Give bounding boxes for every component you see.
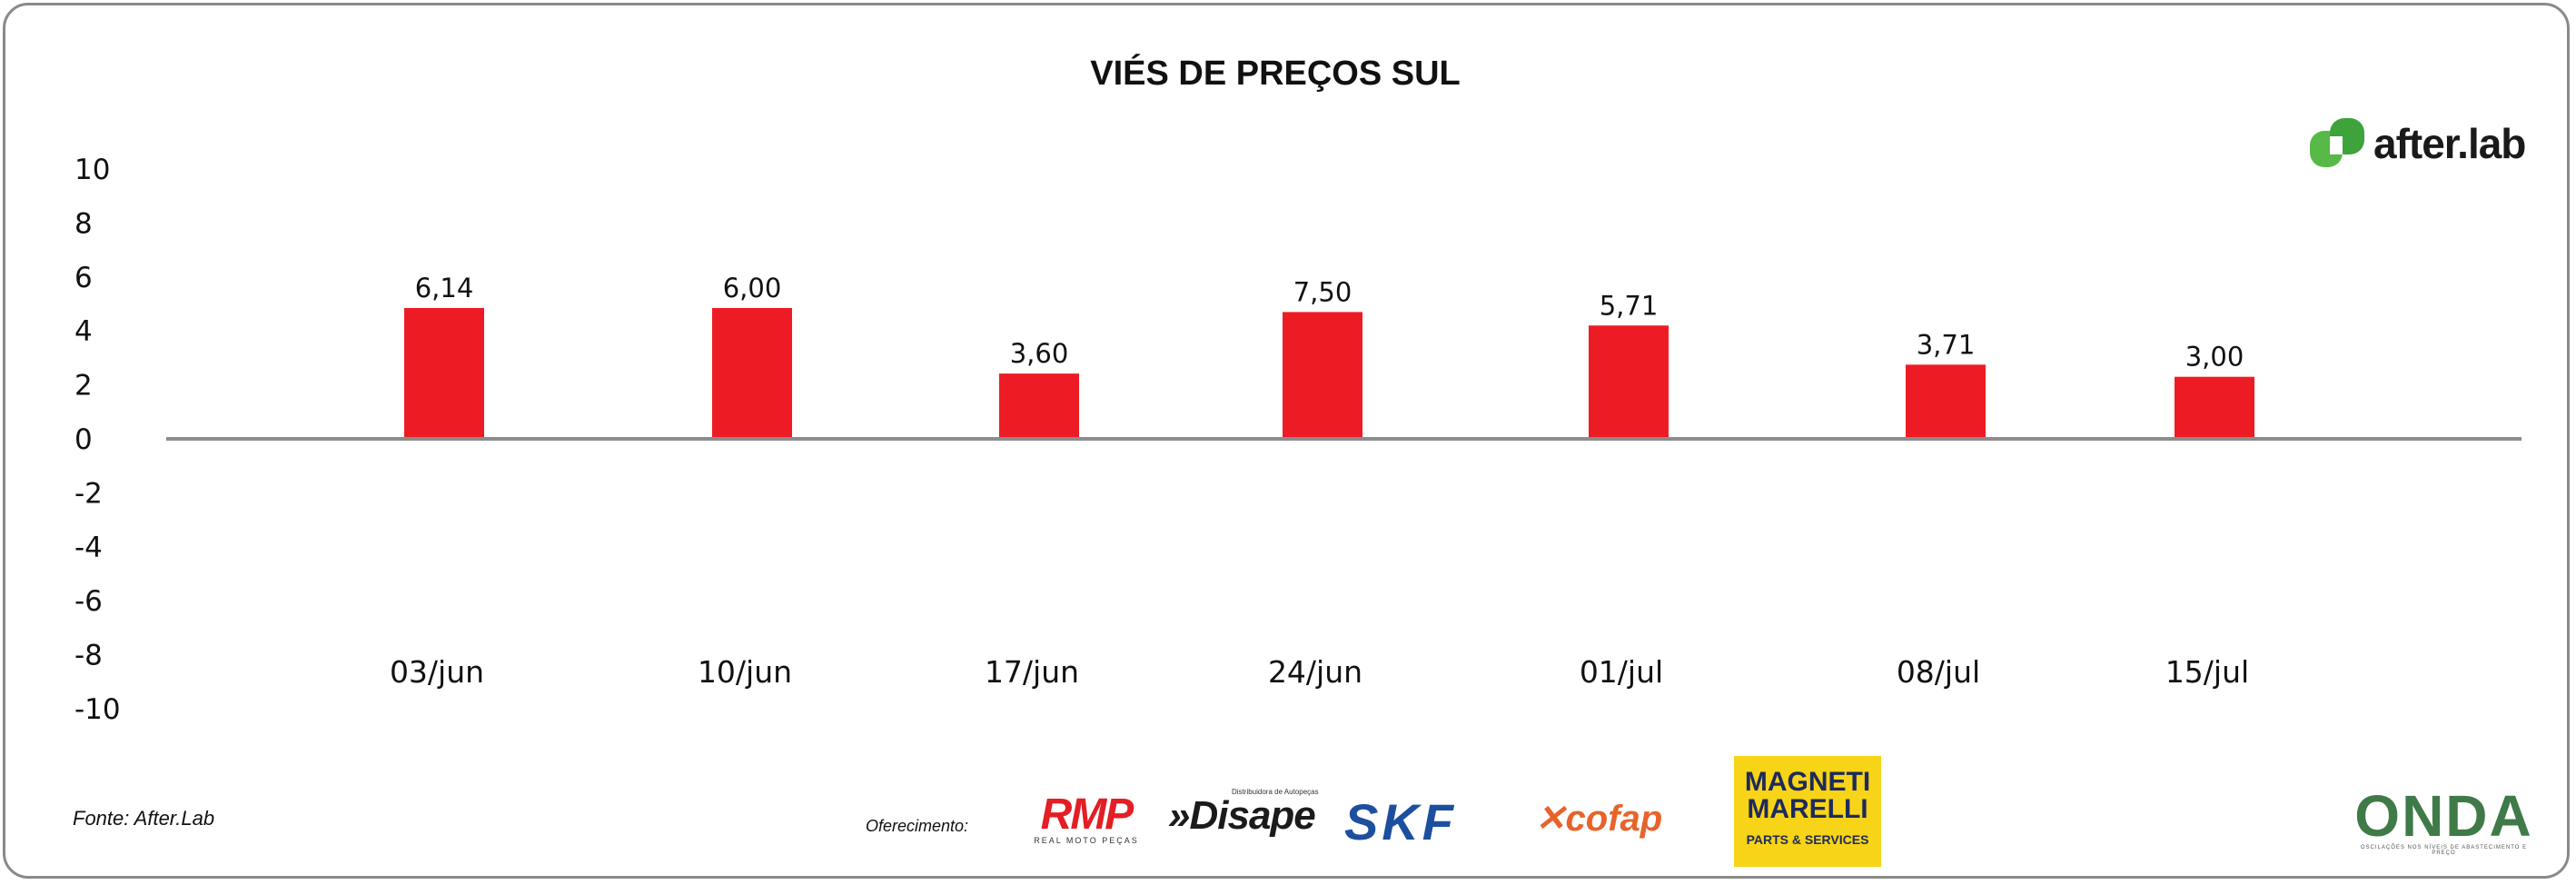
y-tick-label: 10 (74, 154, 110, 186)
category-labels: 03/jun 10/jun 17/jun 24/jun 01/jul 08/jul 15/j… (390, 654, 2249, 690)
rmp-logo: RMP REAL MOTO PEÇAS (1026, 791, 1146, 846)
magneti-wordmark: MAGNETI MARELLI (1744, 767, 1871, 824)
bar-value-label: 3,60 (1010, 338, 1069, 369)
onda-subtitle: OSCILAÇÕES NOS NÍVEIS DE ABASTECIMENTO E… (2360, 845, 2528, 856)
disape-subtitle: Distribuidora de Autopeças (1232, 788, 1319, 796)
cofap-wordmark: cofap (1565, 799, 1663, 839)
afterlab-wordmark: after.lab (2373, 120, 2526, 167)
bar (1906, 364, 1986, 439)
onda-logo: ONDA OSCILAÇÕES NOS NÍVEIS DE ABASTECIME… (2351, 787, 2537, 856)
bar-value-label: 7,50 (1293, 276, 1352, 307)
chart-title: VIÉS DE PREÇOS SUL (1090, 55, 1461, 93)
y-tick-label: -10 (74, 693, 121, 726)
bar (1589, 325, 1669, 439)
bar (2175, 376, 2254, 439)
onda-wordmark: ONDA (2354, 783, 2533, 849)
category-label: 15/jul (2165, 654, 2249, 690)
cofap-x-icon: ✕ (1535, 799, 1566, 839)
bar (712, 307, 792, 439)
afterlab-logo: after.lab (2308, 116, 2526, 171)
skf-logo: SKF (1344, 793, 1457, 850)
category-label: 17/jun (985, 654, 1079, 690)
bar-value-label: 5,71 (1600, 290, 1659, 321)
y-tick-label: 8 (74, 207, 93, 240)
bars: 6,14 6,00 3,60 7,50 5,71 3,71 3,00 (404, 273, 2254, 439)
rmp-subtitle: REAL MOTO PEÇAS (1034, 836, 1139, 845)
bar (999, 373, 1079, 439)
magneti-subtitle: PARTS & SERVICES (1746, 832, 1869, 847)
bar (1283, 312, 1362, 439)
bar-value-label: 6,00 (723, 273, 782, 303)
y-tick-label: 0 (74, 423, 93, 456)
bar-value-label: 6,14 (415, 273, 474, 303)
source-note: Fonte: After.Lab (73, 807, 215, 830)
category-label: 10/jun (698, 654, 792, 690)
disape-logo: Distribuidora de Autopeças »Disape (1168, 788, 1319, 839)
rmp-wordmark: RMP (1040, 791, 1134, 839)
y-tick-label: -4 (74, 532, 103, 564)
y-tick-label: 2 (74, 370, 93, 403)
cofap-logo: ✕cofap (1535, 798, 1662, 840)
magneti-marelli-logo: MAGNETI MARELLI PARTS & SERVICES (1734, 756, 1881, 867)
y-tick-label: 4 (74, 315, 93, 348)
y-tick-label: -8 (74, 640, 103, 672)
category-label: 08/jul (1897, 654, 1980, 690)
category-label: 01/jul (1580, 654, 1663, 690)
y-tick-label: -2 (74, 477, 103, 510)
category-label: 24/jun (1268, 654, 1362, 690)
afterlab-icon (2308, 116, 2368, 171)
bar-value-label: 3,71 (1917, 329, 1976, 360)
category-label: 03/jun (390, 654, 484, 690)
y-tick-label: -6 (74, 585, 103, 618)
bar (404, 307, 484, 439)
y-tick-label: 6 (74, 262, 93, 294)
bar-value-label: 3,00 (2185, 342, 2244, 373)
disape-wordmark: »Disape (1168, 793, 1316, 838)
y-axis: 10 8 6 4 2 0 -2 -4 -6 -8 -10 (74, 154, 121, 726)
sponsor-label: Oferecimento: (866, 817, 969, 835)
